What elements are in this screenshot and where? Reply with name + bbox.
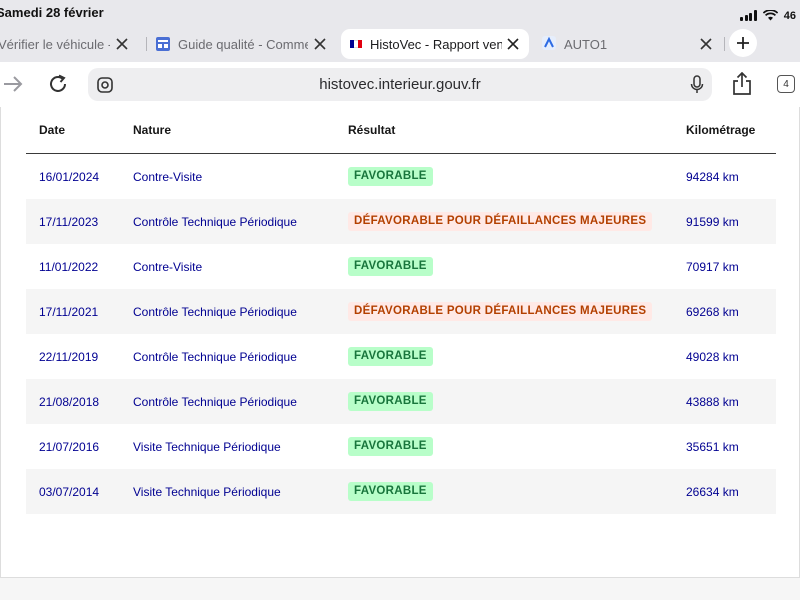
browser-toolbar: histovec.interieur.gouv.fr 4 xyxy=(0,62,800,107)
cell-resultat: FAVORABLE xyxy=(335,244,673,289)
cell-resultat: FAVORABLE xyxy=(335,469,673,514)
tab-title: Vérifier le véhicule - Ad xyxy=(0,36,110,52)
cell-date: 21/07/2016 xyxy=(26,424,120,469)
cell-nature: Contre-Visite xyxy=(120,153,335,199)
table-header-row: Date Nature Résultat Kilométrage xyxy=(26,107,776,154)
tab-separator xyxy=(146,37,147,51)
cell-date: 11/01/2022 xyxy=(26,244,120,289)
table-row: 21/07/2016 Visite Technique Périodique FAV… xyxy=(26,424,776,469)
status-badge: FAVORABLE xyxy=(348,257,433,276)
cell-date: 21/08/2018 xyxy=(26,379,120,424)
controles-techniques-table: Date Nature Résultat Kilométrage 16/01/2… xyxy=(26,107,776,514)
tab-histovec[interactable]: HistoVec - Rapport vendeur xyxy=(341,29,529,59)
close-icon[interactable] xyxy=(698,36,714,52)
cell-nature: Contrôle Technique Périodique xyxy=(120,289,335,334)
cell-kilometrage: 35651 km xyxy=(673,424,776,469)
table-row: 22/11/2019 Contrôle Technique Périodique F… xyxy=(26,334,776,379)
tab-bar: Vérifier le véhicule - Ad Guide qualité … xyxy=(0,26,800,62)
status-badge: DÉFAVORABLE POUR DÉFAILLANCES MAJEURES xyxy=(348,302,653,321)
status-badge: FAVORABLE xyxy=(348,392,433,411)
close-icon[interactable] xyxy=(114,36,130,52)
cell-kilometrage: 69268 km xyxy=(673,289,776,334)
tab-verifier-vehicule[interactable]: Vérifier le véhicule - Ad xyxy=(0,29,138,59)
cell-date: 16/01/2024 xyxy=(26,153,120,199)
controle-technique-card: Date Nature Résultat Kilométrage 16/01/2… xyxy=(0,107,800,578)
table-body: 16/01/2024 Contre-Visite FAVORABLE 94284 km… xyxy=(26,153,776,514)
cell-nature: Visite Technique Périodique xyxy=(120,424,335,469)
cell-date: 17/11/2021 xyxy=(26,289,120,334)
status-indicators: 46 xyxy=(740,6,796,24)
status-badge: FAVORABLE xyxy=(348,347,433,366)
close-icon[interactable] xyxy=(505,36,521,52)
column-header-date: Date xyxy=(26,107,120,154)
table-row: 03/07/2014 Visite Technique Périodique FAV… xyxy=(26,469,776,514)
tab-separator xyxy=(724,37,725,51)
address-bar[interactable]: histovec.interieur.gouv.fr xyxy=(88,68,712,101)
cell-kilometrage: 91599 km xyxy=(673,199,776,244)
reload-icon[interactable] xyxy=(47,73,69,95)
page-settings-icon[interactable] xyxy=(96,76,114,94)
wifi-icon xyxy=(762,9,778,21)
share-icon[interactable] xyxy=(731,72,753,96)
microphone-icon[interactable] xyxy=(690,75,704,95)
status-badge: FAVORABLE xyxy=(348,167,433,186)
cell-resultat: DÉFAVORABLE POUR DÉFAILLANCES MAJEURES xyxy=(335,289,673,334)
cell-nature: Contrôle Technique Périodique xyxy=(120,379,335,424)
tab-title: AUTO1 xyxy=(564,36,608,52)
cell-kilometrage: 26634 km xyxy=(673,469,776,514)
cell-kilometrage: 49028 km xyxy=(673,334,776,379)
cell-date: 22/11/2019 xyxy=(26,334,120,379)
status-time: Samedi 28 février xyxy=(0,5,104,20)
table-row: 17/11/2021 Contrôle Technique Périodique D… xyxy=(26,289,776,334)
column-header-nature: Nature xyxy=(120,107,335,154)
cell-resultat: FAVORABLE xyxy=(335,424,673,469)
tab-auto1[interactable]: AUTO1 xyxy=(536,29,722,59)
cell-resultat: FAVORABLE xyxy=(335,379,673,424)
tab-title: HistoVec - Rapport vendeur xyxy=(370,36,502,52)
auto1-favicon-icon xyxy=(542,35,556,53)
table-row: 21/08/2018 Contrôle Technique Périodique F… xyxy=(26,379,776,424)
cell-kilometrage: 43888 km xyxy=(673,379,776,424)
status-badge: DÉFAVORABLE POUR DÉFAILLANCES MAJEURES xyxy=(348,212,653,231)
plus-icon xyxy=(737,37,749,49)
france-flag-icon xyxy=(350,40,362,48)
forward-arrow-icon[interactable] xyxy=(2,74,24,94)
table-row: 17/11/2023 Contrôle Technique Périodique D… xyxy=(26,199,776,244)
cell-nature: Visite Technique Périodique xyxy=(120,469,335,514)
status-bar: Samedi 28 février 46 xyxy=(0,0,800,26)
doc-favicon-icon xyxy=(156,37,170,51)
cell-date: 03/07/2014 xyxy=(26,469,120,514)
cell-resultat: FAVORABLE xyxy=(335,153,673,199)
tab-guide-qualite[interactable]: Guide qualité - Commen xyxy=(150,29,336,59)
status-badge: FAVORABLE xyxy=(348,437,433,456)
battery-icon: 46 xyxy=(784,6,796,24)
cell-kilometrage: 94284 km xyxy=(673,153,776,199)
status-badge: FAVORABLE xyxy=(348,482,433,501)
new-tab-button[interactable] xyxy=(729,29,757,57)
web-page: Date Nature Résultat Kilométrage 16/01/2… xyxy=(0,107,800,600)
close-icon[interactable] xyxy=(312,36,328,52)
cell-kilometrage: 70917 km xyxy=(673,244,776,289)
table-row: 16/01/2024 Contre-Visite FAVORABLE 94284 km xyxy=(26,153,776,199)
column-header-resultat: Résultat xyxy=(335,107,673,154)
tabs-overview-button[interactable]: 4 xyxy=(777,75,795,93)
battery-level: 46 xyxy=(783,10,796,22)
cell-nature: Contre-Visite xyxy=(120,244,335,289)
table-row: 11/01/2022 Contre-Visite FAVORABLE 70917 km xyxy=(26,244,776,289)
cell-resultat: FAVORABLE xyxy=(335,334,673,379)
tab-title: Guide qualité - Commen xyxy=(178,36,308,52)
cell-resultat: DÉFAVORABLE POUR DÉFAILLANCES MAJEURES xyxy=(335,199,673,244)
cell-date: 17/11/2023 xyxy=(26,199,120,244)
cell-nature: Contrôle Technique Périodique xyxy=(120,334,335,379)
cell-nature: Contrôle Technique Périodique xyxy=(120,199,335,244)
column-header-kilometrage: Kilométrage xyxy=(673,107,776,154)
url-text: histovec.interieur.gouv.fr xyxy=(319,76,481,93)
cellular-signal-icon xyxy=(740,9,757,21)
